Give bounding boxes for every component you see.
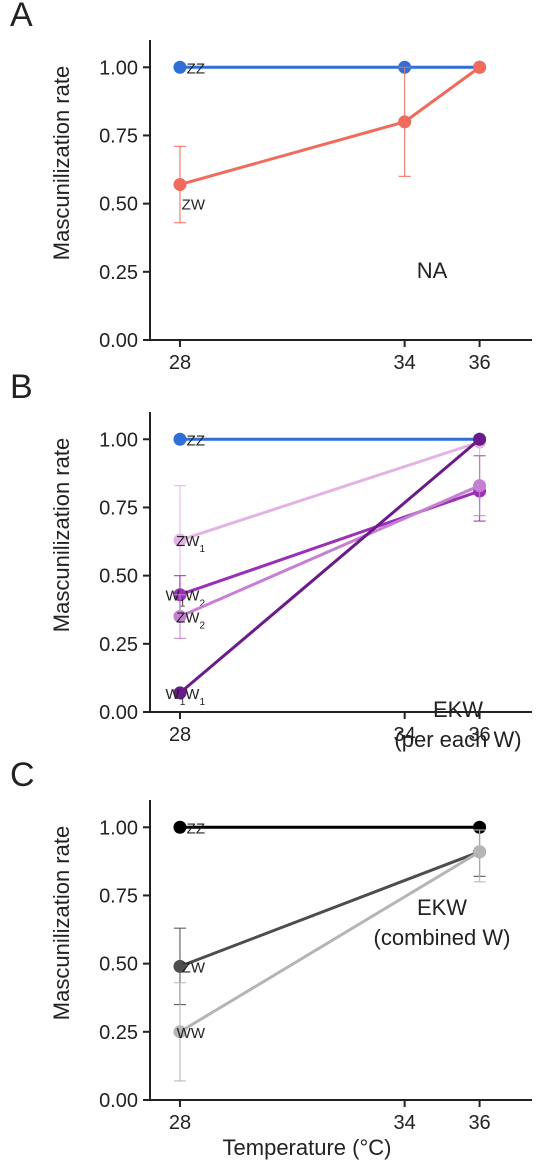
y-tick-label: 0.50 — [99, 194, 138, 216]
series-label: ZW2 — [176, 610, 205, 632]
data-point — [173, 1025, 187, 1039]
panel-annotation: NA — [417, 258, 448, 283]
series-label: WW — [177, 1025, 206, 1042]
series-zz: ZZ — [173, 432, 487, 449]
series-label: ZZ — [187, 820, 205, 837]
data-point — [173, 60, 187, 74]
x-axis-title: Temperature (°C) — [222, 1135, 392, 1160]
panel-letter: C — [10, 756, 35, 794]
data-point — [173, 178, 187, 192]
y-tick-label: 0.00 — [99, 330, 138, 352]
data-point — [473, 479, 487, 493]
series-zw: ZW — [173, 60, 487, 224]
data-point — [173, 533, 187, 547]
data-point — [173, 610, 187, 624]
x-tick-label: 36 — [468, 1112, 490, 1134]
y-tick-label: 0.25 — [99, 634, 138, 656]
series-ww: WW — [173, 829, 487, 1082]
y-tick-label: 0.75 — [99, 497, 138, 519]
series-label: ZZ — [187, 60, 205, 77]
series-zw1: ZW1 — [173, 435, 487, 596]
panel-letter: A — [10, 0, 33, 34]
y-tick-label: 1.00 — [99, 429, 138, 451]
series-line — [179, 484, 481, 618]
panel-annotation: EKW — [433, 697, 483, 722]
y-tick-label: 0.00 — [99, 702, 138, 724]
series-line — [179, 850, 481, 968]
x-tick-label: 28 — [169, 352, 191, 374]
data-point — [473, 845, 487, 859]
x-tick-label: 34 — [394, 724, 416, 746]
x-tick-label: 36 — [468, 352, 490, 374]
y-tick-label: 0.00 — [99, 1090, 138, 1112]
series-w1w2: W1W2 — [166, 455, 487, 615]
series-zz: ZZ — [173, 60, 487, 77]
plot-area: 0.00 0.25 0.50 0.75 1.00 28 34 36 ZZ ZW NA — [99, 40, 532, 374]
y-tick-label: 0.25 — [99, 1022, 138, 1044]
series-line — [179, 850, 481, 1034]
series-w1w1: W1W1 — [166, 432, 487, 708]
y-tick-label: 0.25 — [99, 262, 138, 284]
data-point — [473, 432, 487, 446]
x-tick-label: 28 — [169, 724, 191, 746]
panel-letter: B — [10, 368, 33, 406]
series-line — [179, 440, 481, 542]
series-label: ZW1 — [176, 533, 205, 555]
series-label: W1W2 — [166, 588, 206, 610]
plot-area: 0.00 0.25 0.50 0.75 1.00 28 34 36 ZZ ZW WW EKW (comb… — [99, 800, 532, 1134]
x-tick-label: 28 — [169, 1112, 191, 1134]
series-label: ZW — [182, 959, 206, 976]
panel-c: C Mascunilization rate 0.00 0.25 0.50 0.75 1.0… — [0, 756, 544, 1135]
series-zw2: ZW2 — [173, 455, 487, 639]
panel-b: B Mascunilization rate 0.00 0.25 0.50 0.75 1.0… — [0, 368, 544, 752]
series-label: ZW — [182, 197, 206, 214]
y-tick-label: 0.75 — [99, 125, 138, 147]
panel-annotation: (combined W) — [374, 925, 511, 950]
series-zz: ZZ — [173, 820, 487, 837]
data-point — [173, 432, 187, 446]
data-point — [473, 60, 487, 74]
series-line — [179, 66, 481, 186]
series-line — [178, 438, 481, 695]
data-point — [398, 115, 412, 129]
panel-a: A Mascunilization rate 0.00 0.25 0.50 0.75 1.0… — [0, 0, 544, 375]
y-tick-label: 1.00 — [99, 817, 138, 839]
y-tick-label: 0.75 — [99, 885, 138, 907]
panel-annotation: (per each W) — [394, 727, 521, 752]
data-point — [173, 959, 187, 973]
x-tick-label: 36 — [468, 724, 490, 746]
y-tick-label: 0.50 — [99, 566, 138, 588]
series-label: W1W1 — [166, 686, 206, 708]
y-tick-label: 1.00 — [99, 57, 138, 79]
panel-annotation: EKW — [417, 895, 467, 920]
data-point — [173, 820, 187, 834]
series-label: ZZ — [187, 432, 205, 449]
data-point — [173, 686, 187, 700]
x-tick-label: 34 — [394, 1112, 416, 1134]
y-tick-label: 0.50 — [99, 954, 138, 976]
x-tick-label: 34 — [394, 352, 416, 374]
